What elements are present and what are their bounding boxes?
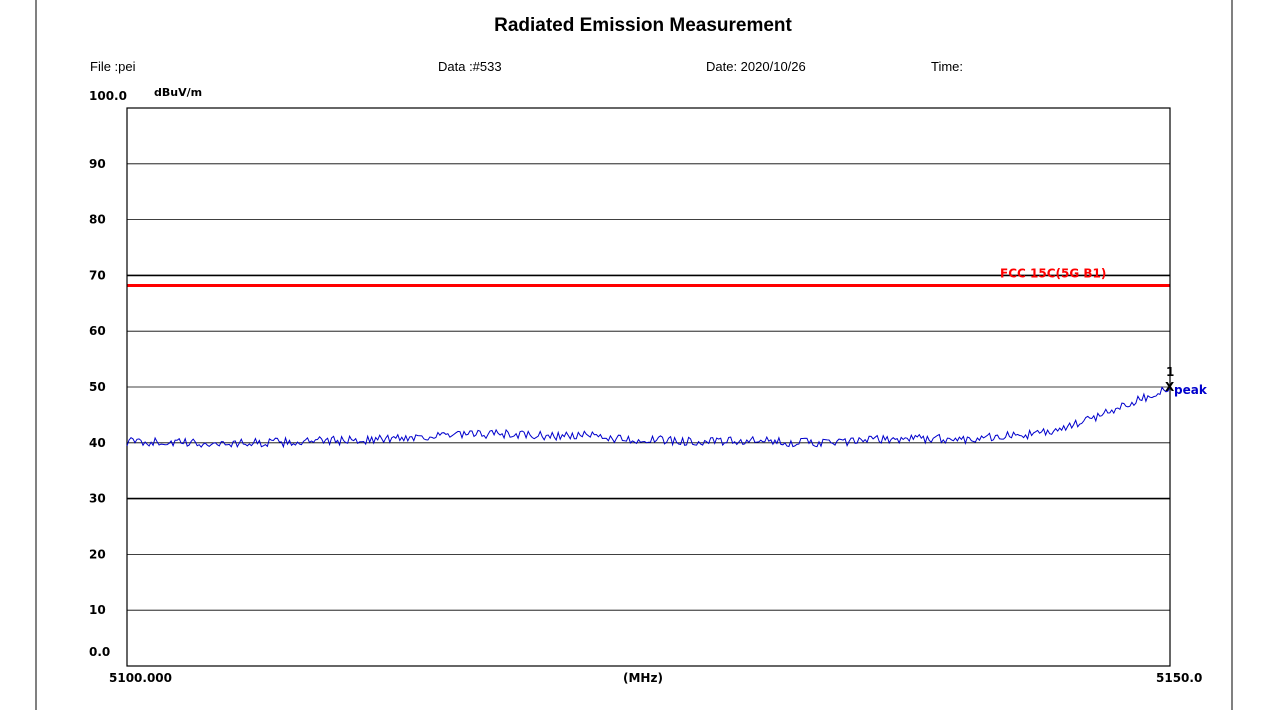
y-unit-label: dBuV/m	[154, 86, 202, 99]
axis-ticks: 0.0 10 20 30 40 50 60 70 80 90 100.0 5100.000 (MHz) 5…	[89, 89, 1202, 685]
time-label: Time:	[931, 59, 963, 74]
y-tick-label: 100.0	[89, 89, 127, 103]
x-axis-unit: (MHz)	[623, 671, 663, 685]
y-tick-label: 20	[89, 547, 106, 561]
x-tick-label: 5100.000	[109, 671, 172, 685]
peak-label: peak	[1174, 383, 1208, 397]
plot-area: FCC 15C(5G B1) 1X peak	[126, 107, 1208, 667]
y-tick-label: 0.0	[89, 645, 110, 659]
y-tick-label: 80	[89, 213, 106, 227]
y-tick-label: 90	[89, 157, 106, 171]
limit-line-label: FCC 15C(5G B1)	[1000, 266, 1106, 280]
y-tick-label: 60	[89, 324, 106, 338]
y-tick-label: 30	[89, 492, 106, 506]
y-tick-label: 50	[89, 380, 106, 394]
y-tick-label: 40	[89, 436, 106, 450]
y-tick-label: 10	[89, 603, 106, 617]
file-label: File :pei	[90, 59, 136, 74]
chart-title: Radiated Emission Measurement	[494, 15, 792, 36]
x-tick-label: 5150.0	[1156, 671, 1202, 685]
measurement-trace	[126, 386, 1171, 449]
peak-marker-number: 1	[1166, 365, 1174, 379]
peak-marker-x: X	[1165, 380, 1175, 394]
y-tick-label: 70	[89, 268, 106, 282]
date-label: Date: 2020/10/26	[706, 59, 806, 74]
data-label: Data :#533	[438, 59, 502, 74]
